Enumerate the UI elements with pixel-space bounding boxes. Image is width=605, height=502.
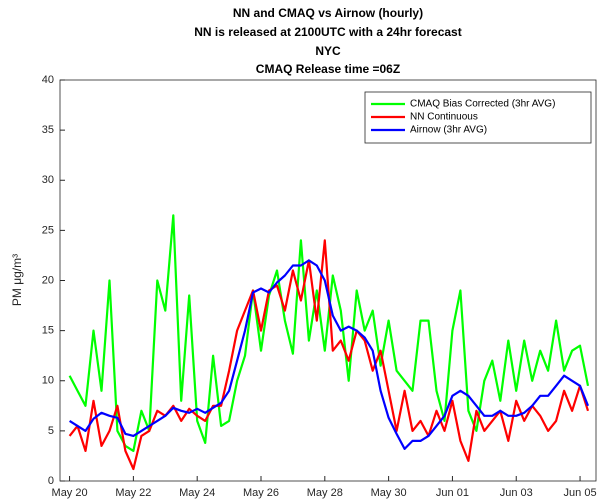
y-tick-label: 15 [42,325,54,337]
y-axis-label: PM μg/m³ [10,254,24,306]
x-tick-label: Jun 01 [436,487,469,499]
chart-title: NN is released at 2100UTC with a 24hr fo… [194,25,461,39]
chart-title: NYC [315,44,341,58]
x-tick-label: Jun 03 [500,487,533,499]
series-line [68,214,590,452]
chart-title: NN and CMAQ vs Airnow (hourly) [233,6,423,20]
x-tick-label: May 24 [179,487,215,499]
chart-title: CMAQ Release time =06Z [256,62,400,76]
legend-label: Airnow (3hr AVG) [410,125,487,136]
x-tick-label: May 20 [52,487,88,499]
series-line [69,259,590,450]
y-tick-label: 0 [48,475,54,487]
x-tick-label: May 22 [115,487,151,499]
y-tick-label: 10 [42,375,54,387]
x-tick-label: May 26 [243,487,279,499]
x-tick-label: May 28 [307,487,343,499]
y-tick-label: 25 [42,224,54,236]
legend-label: NN Continuous [410,112,478,123]
y-tick-label: 20 [42,274,54,286]
y-tick-label: 40 [42,74,54,86]
y-tick-label: 35 [42,124,54,136]
plot-frame [59,79,597,482]
y-tick-label: 30 [42,174,54,186]
x-tick-label: Jun 05 [564,487,597,499]
x-tick-label: May 30 [371,487,407,499]
legend-label: CMAQ Bias Corrected (3hr AVG) [410,99,555,110]
y-tick-label: 5 [48,425,54,437]
